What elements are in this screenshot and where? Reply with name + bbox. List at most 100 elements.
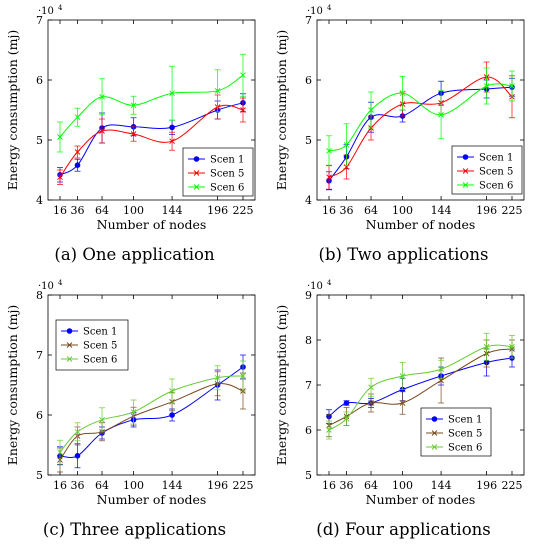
x-tick-label: 196: [476, 479, 497, 492]
y-tick-label: 8: [36, 289, 43, 302]
data-point: [74, 162, 81, 168]
data-point: [99, 128, 105, 134]
legend: Scen 1 Scen 5 Scen 6: [420, 407, 492, 457]
legend-marker: [462, 154, 469, 160]
y-tick-label: 6: [305, 424, 312, 437]
y-axis-label: Energy consumption (mj): [5, 305, 20, 466]
data-point: [438, 377, 444, 384]
data-point: [130, 131, 137, 137]
chart-panel-d: 5 6 7 8 9 16 36 64 100 144 196 225 ·10 4 Number of nod…: [269, 275, 538, 550]
axis-exponent: ·10: [307, 281, 323, 292]
x-tick-label: 64: [95, 204, 109, 217]
data-point: [343, 415, 350, 422]
legend: Scen 1 Scen 5 Scen 6: [55, 319, 129, 371]
data-point: [57, 134, 63, 140]
series-3: [326, 332, 515, 440]
chart-d: 5 6 7 8 9 16 36 64 100 144 196 225 ·10 4 Number of nod…: [274, 279, 525, 507]
legend-box: [182, 147, 254, 197]
y-tick-label: 5: [305, 469, 312, 482]
chart-panel-b: 4 5 6 7 16 36 64 100 144 196 225 ·10 4 Number of node…: [269, 0, 538, 275]
y-tick-label: 4: [305, 194, 312, 207]
data-point: [74, 114, 81, 121]
x-tick-label: 100: [123, 479, 144, 492]
legend-marker: [193, 156, 200, 162]
y-tick-label: 6: [36, 74, 43, 87]
data-point: [169, 412, 175, 418]
x-tick-label: 64: [364, 479, 378, 492]
x-tick-label: 16: [322, 479, 336, 492]
chart-b: 4 5 6 7 16 36 64 100 144 196 225 ·10 4 Number of node…: [274, 4, 525, 232]
x-tick-label: 225: [502, 204, 523, 217]
plot-frame: [47, 19, 256, 201]
legend-marker: [193, 170, 200, 176]
x-axis-label: Number of nodes: [366, 492, 476, 507]
x-tick-label: 144: [162, 479, 183, 492]
y-axis-label: Energy consumption (mj): [274, 305, 289, 466]
series-3: [326, 67, 515, 167]
axis-exponent-power: 4: [327, 4, 332, 12]
chart-panel-a: 4 5 6 7 16 36 64 100 144 196 225 ·10 4 Number of node…: [0, 0, 269, 275]
x-tick-label: 36: [340, 479, 354, 492]
legend-marker: [66, 328, 73, 334]
x-tick-label: 16: [322, 204, 336, 217]
data-point: [99, 416, 105, 423]
chart-a: 4 5 6 7 16 36 64 100 144 196 225 ·10 4 Number of node…: [5, 4, 256, 232]
legend: Scen 1 Scen 5 Scen 6: [451, 145, 523, 195]
data-point: [169, 388, 175, 394]
axis-exponent-power: 4: [58, 4, 63, 12]
y-tick-label: 4: [36, 194, 43, 207]
y-axis-label: Energy consumption (mj): [274, 30, 289, 191]
caption-c: (c) Three applications: [42, 520, 227, 539]
legend-label: Scen 5: [83, 341, 117, 352]
caption-b: (b) Two applications: [318, 245, 489, 264]
data-point: [368, 400, 374, 406]
data-point: [169, 124, 175, 131]
x-axis-label: Number of nodes: [97, 217, 207, 232]
legend-label: Scen 5: [210, 169, 244, 180]
data-point: [57, 449, 63, 456]
legend: Scen 1 Scen 5 Scen 6: [182, 147, 254, 197]
plot-frame: [316, 19, 525, 201]
x-tick-label: 144: [431, 479, 452, 492]
x-axis-label: Number of nodes: [97, 492, 207, 507]
legend-box: [451, 145, 523, 195]
legend-label: Scen 1: [479, 153, 513, 164]
x-tick-label: 144: [162, 204, 183, 217]
data-point: [240, 107, 246, 113]
y-axis-label: Energy consumption (mj): [5, 30, 20, 191]
data-point: [74, 428, 81, 435]
series-3: [57, 53, 246, 153]
axis-exponent-power: 4: [327, 279, 332, 287]
y-tick-label: 7: [36, 349, 43, 362]
legend-marker: [431, 444, 438, 450]
legend-label: Scen 6: [83, 355, 117, 366]
x-tick-label: 144: [431, 204, 452, 217]
data-point: [399, 400, 406, 406]
y-tick-label: 5: [305, 134, 312, 147]
data-point: [57, 174, 63, 181]
x-tick-label: 196: [476, 204, 497, 217]
legend-label: Scen 6: [448, 443, 482, 454]
x-tick-label: 36: [71, 204, 85, 217]
legend-marker: [431, 430, 438, 436]
x-tick-label: 36: [340, 204, 354, 217]
data-point: [169, 90, 175, 97]
series-line: [59, 383, 244, 461]
x-tick-label: 196: [207, 204, 228, 217]
data-point: [130, 409, 137, 415]
data-point: [214, 374, 221, 381]
x-tick-label: 36: [71, 479, 85, 492]
legend-marker: [431, 416, 438, 422]
legend-label: Scen 6: [210, 183, 244, 194]
legend-label: Scen 6: [479, 181, 513, 192]
data-point: [74, 149, 81, 155]
data-point: [99, 93, 105, 100]
data-point: [368, 384, 374, 391]
y-tick-label: 5: [36, 134, 43, 147]
data-point: [399, 373, 406, 379]
x-tick-label: 16: [53, 479, 67, 492]
legend-marker: [66, 342, 73, 348]
data-point: [368, 107, 374, 113]
y-tick-label: 8: [305, 334, 312, 347]
x-tick-label: 100: [392, 204, 413, 217]
